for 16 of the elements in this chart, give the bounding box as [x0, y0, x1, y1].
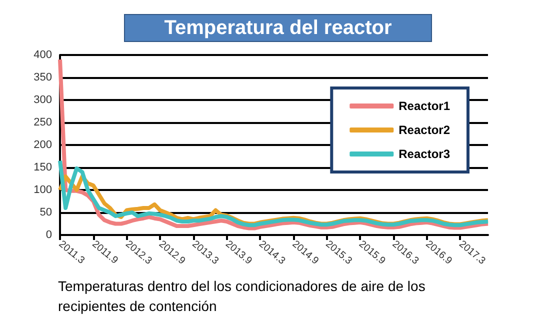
y-tick-label: 300	[34, 94, 52, 106]
line-series	[58, 158, 490, 228]
text: Temperaturas dentro del los condicionadores de aire de los recipientes de contención	[58, 278, 430, 314]
y-tick-label: 200	[34, 139, 52, 151]
y-tick-label: 400	[34, 49, 52, 61]
chart-title: Temperatura del reactor	[164, 17, 392, 39]
y-tick-label: 350	[34, 72, 52, 84]
legend-label: Reactor1	[398, 99, 450, 113]
line-series	[58, 58, 490, 230]
y-tick-label: 250	[34, 116, 52, 128]
legend-label: Reactor2	[398, 123, 450, 137]
y-tick-label: 100	[34, 184, 52, 196]
legend-label: Reactor3	[398, 147, 450, 161]
y-tick-label: 50	[40, 206, 52, 218]
y-tick-label: 0	[46, 229, 52, 241]
y-tick-label: 150	[34, 162, 52, 174]
